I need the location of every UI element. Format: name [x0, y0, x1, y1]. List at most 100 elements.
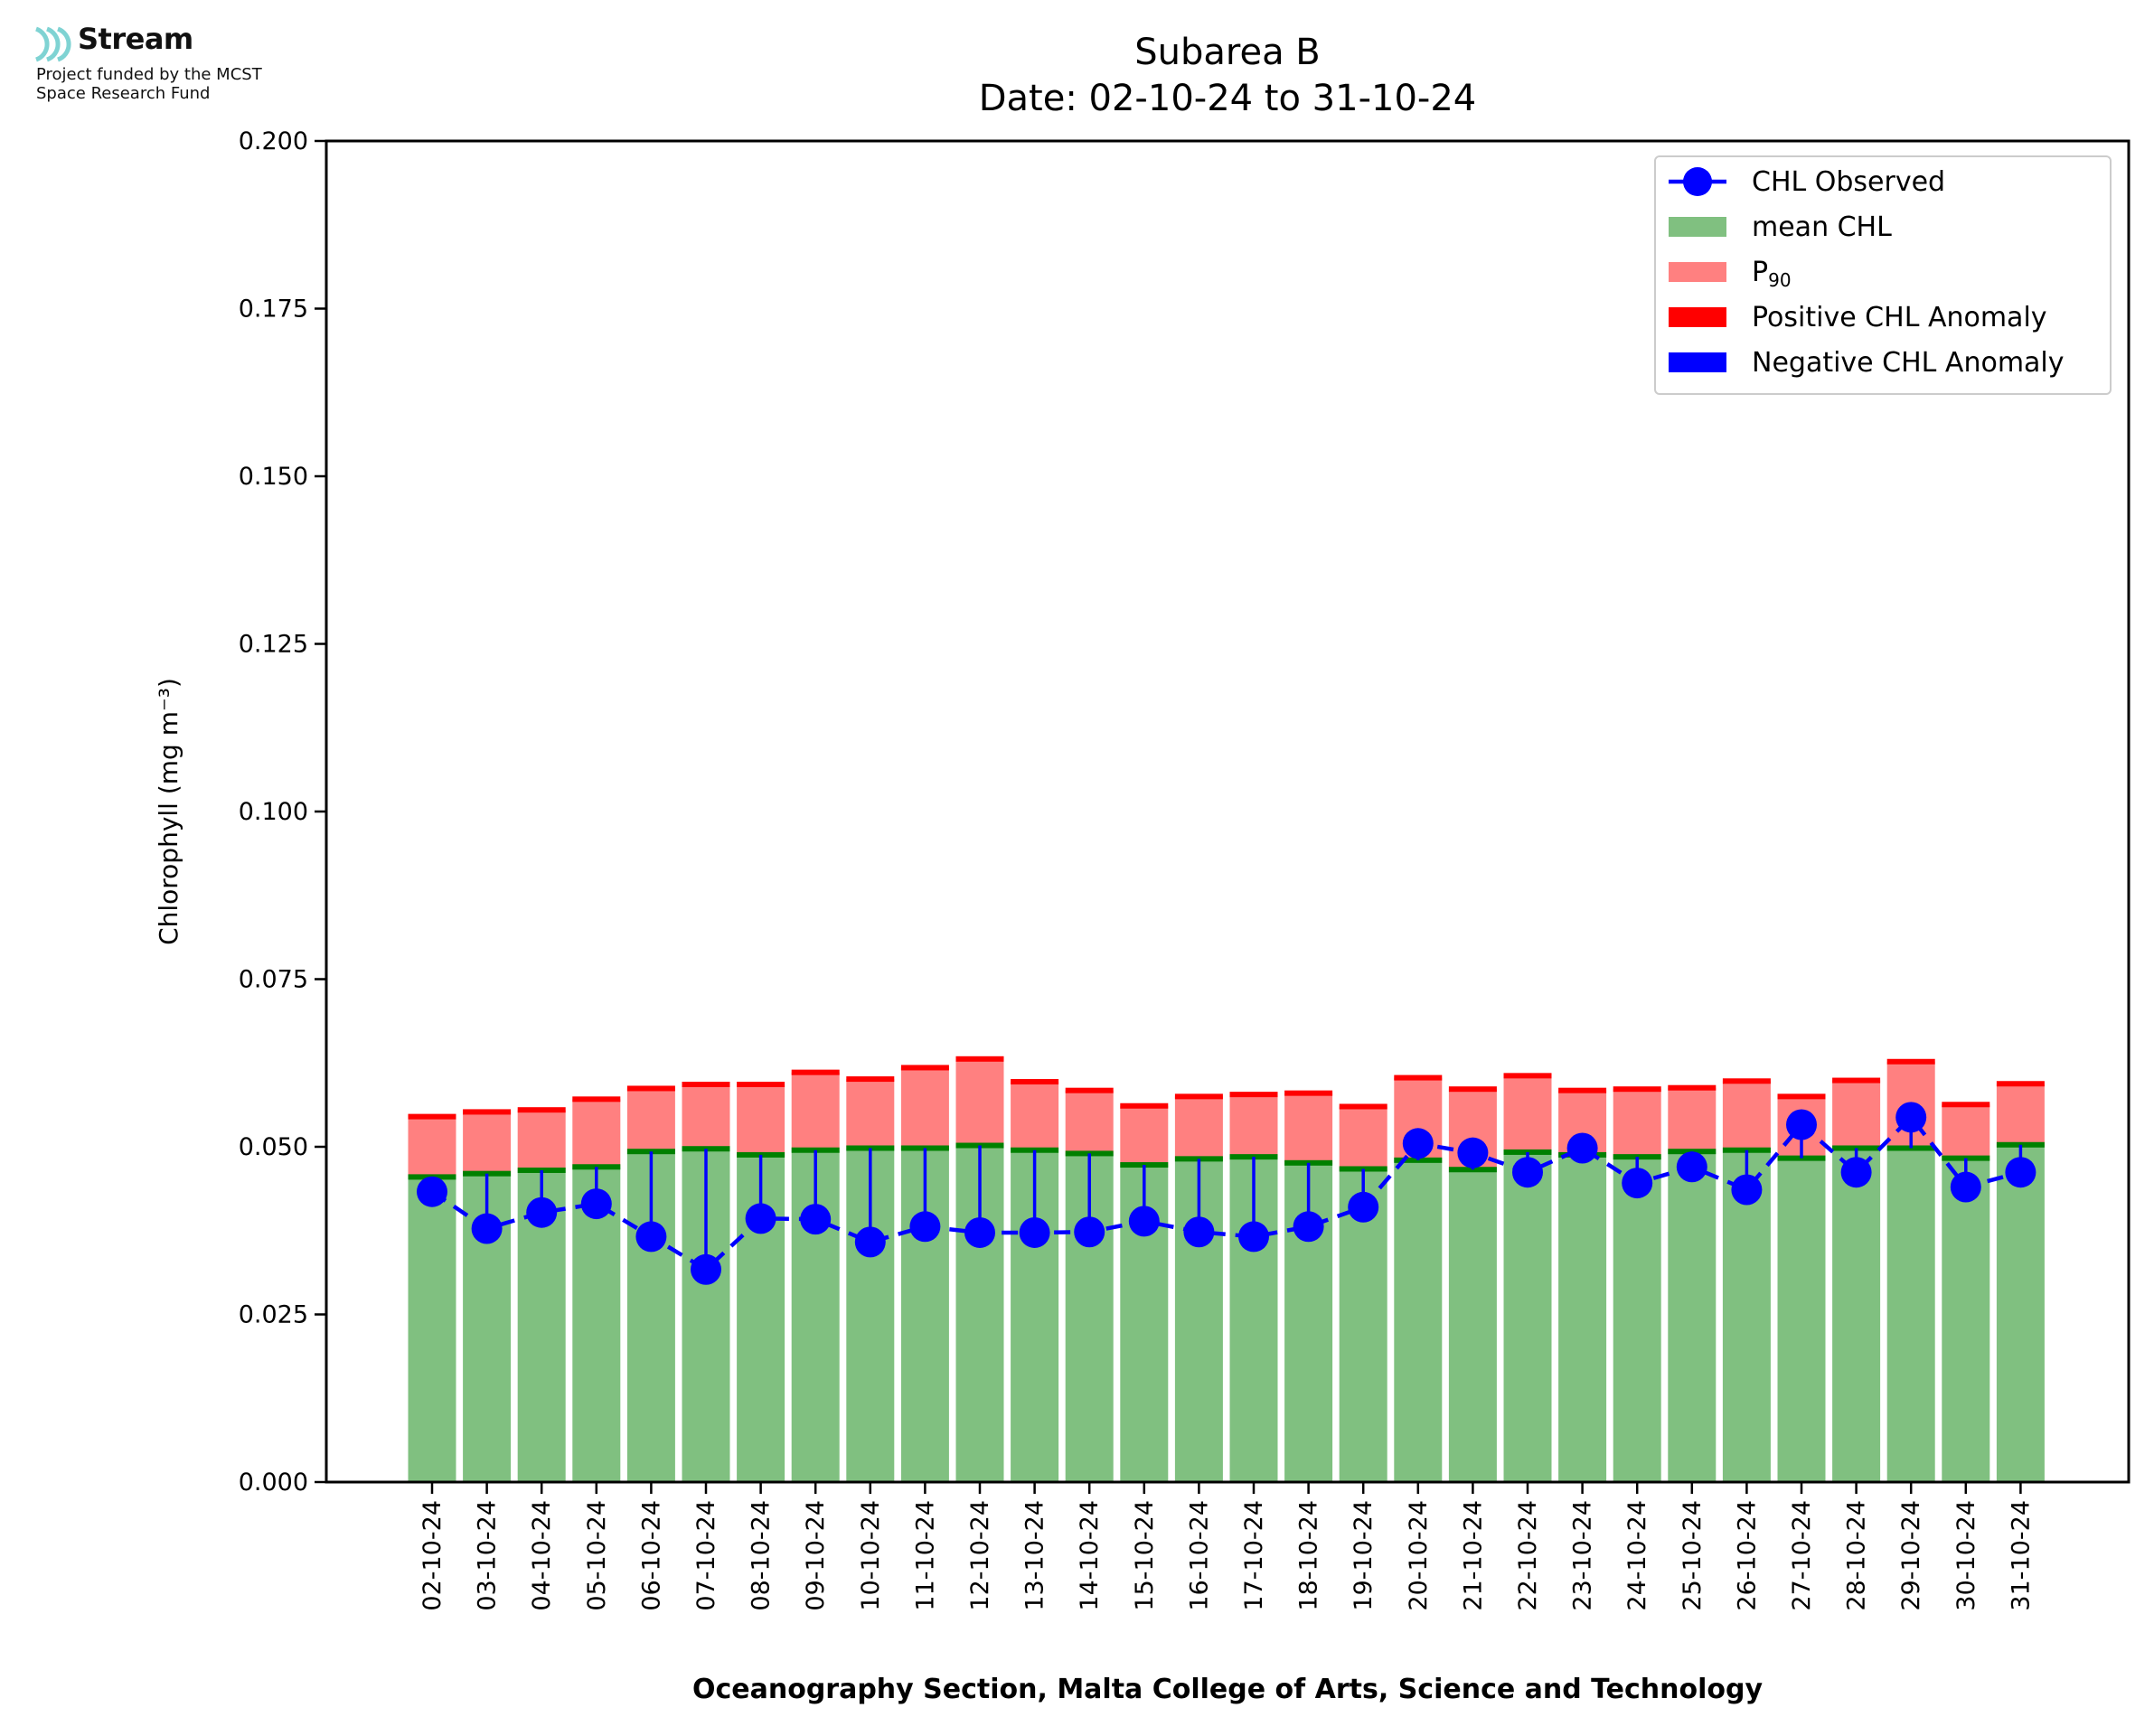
observed-point: [1348, 1191, 1379, 1223]
observed-point: [691, 1253, 721, 1285]
p90-cap: [1613, 1086, 1661, 1093]
x-tick-label: 24-10-24: [1623, 1500, 1651, 1611]
observed-point: [1402, 1128, 1434, 1159]
p90-cap: [1011, 1079, 1059, 1085]
p90-bar: [1011, 1082, 1059, 1150]
observed-point: [964, 1216, 995, 1248]
p90-cap: [682, 1081, 730, 1087]
observed-point: [1238, 1221, 1269, 1253]
x-tick-label: 26-10-24: [1733, 1500, 1761, 1611]
logo-subtitle-line1: Project funded by the MCST: [36, 65, 262, 84]
p90-bar: [1120, 1105, 1169, 1166]
y-tick-label: 0.000: [239, 1469, 308, 1497]
legend-label: Negative CHL Anomaly: [1752, 347, 2065, 379]
observed-point: [2005, 1157, 2036, 1188]
observed-point: [909, 1211, 941, 1243]
p90-cap: [1942, 1102, 1990, 1108]
x-tick-label: 20-10-24: [1405, 1500, 1433, 1611]
p90-cap: [1120, 1103, 1169, 1109]
observed-point: [1895, 1102, 1927, 1133]
observed-point: [580, 1188, 612, 1220]
p90-bar: [1174, 1096, 1223, 1159]
p90-bar: [1668, 1087, 1717, 1152]
observed-point: [1293, 1211, 1324, 1243]
legend-patch: [1669, 307, 1726, 327]
x-tick-label: 05-10-24: [583, 1500, 611, 1611]
p90-cap: [1229, 1092, 1278, 1098]
p90-cap: [517, 1107, 566, 1113]
x-tick-label: 02-10-24: [419, 1500, 447, 1611]
x-tick-label: 03-10-24: [474, 1500, 502, 1611]
observed-point: [745, 1203, 776, 1234]
p90-bar: [1065, 1090, 1114, 1154]
p90-bar: [1832, 1080, 1881, 1149]
observed-point: [1950, 1171, 1981, 1203]
x-tick-label: 29-10-24: [1897, 1500, 1925, 1611]
mean-chl-bar: [408, 1177, 456, 1482]
y-tick-label: 0.125: [239, 631, 308, 659]
x-tick-label: 11-10-24: [911, 1500, 939, 1611]
observed-point: [1183, 1216, 1215, 1248]
observed-point: [1457, 1137, 1489, 1168]
p90-cap: [626, 1085, 675, 1092]
x-tick-label: 21-10-24: [1459, 1500, 1487, 1611]
p90-cap: [572, 1096, 621, 1103]
p90-cap: [1996, 1081, 2045, 1087]
logo-subtitle: Project funded by the MCST Space Researc…: [36, 65, 262, 103]
observed-point: [1019, 1216, 1050, 1248]
p90-cap: [1448, 1086, 1497, 1093]
observed-point: [1566, 1132, 1598, 1164]
y-tick-label: 0.050: [239, 1133, 308, 1161]
mean-chl-bar: [1886, 1148, 1935, 1482]
p90-cap: [1174, 1093, 1223, 1100]
p90-bar: [408, 1116, 456, 1178]
p90-cap: [463, 1109, 512, 1115]
observed-point: [417, 1176, 447, 1207]
x-axis: 02-10-24 03-10-24 04-10-24 05-10-24 06-10-24…: [419, 1482, 2035, 1611]
p90-bar: [572, 1099, 621, 1168]
p90-cap: [1777, 1093, 1826, 1100]
mean-chl-bar: [1558, 1154, 1607, 1482]
x-tick-label: 18-10-24: [1295, 1500, 1323, 1611]
p90-cap: [1558, 1087, 1607, 1093]
observed-point: [800, 1204, 832, 1235]
observed-point: [1512, 1157, 1543, 1188]
x-tick-label: 08-10-24: [748, 1500, 776, 1611]
p90-cap: [408, 1113, 456, 1120]
x-tick-label: 10-10-24: [857, 1500, 885, 1611]
mean-chl-bar: [1996, 1144, 2045, 1482]
p90-cap: [955, 1056, 1004, 1062]
p90-bar: [737, 1084, 785, 1155]
p90-cap: [791, 1069, 840, 1075]
mean-chl-bar: [1448, 1169, 1497, 1482]
x-tick-label: 27-10-24: [1788, 1500, 1816, 1611]
p90-bar: [1229, 1094, 1278, 1158]
observed-point: [635, 1221, 667, 1253]
x-tick-label: 16-10-24: [1185, 1500, 1213, 1611]
p90-bar: [1339, 1106, 1387, 1169]
p90-bar: [1996, 1084, 2045, 1145]
p90-bar: [900, 1067, 949, 1149]
logo-name: Stream: [78, 22, 193, 56]
p90-cap: [1886, 1058, 1935, 1065]
observed-point: [1786, 1109, 1817, 1140]
p90-cap: [1668, 1084, 1717, 1091]
legend-label: Positive CHL Anomaly: [1752, 302, 2047, 333]
p90-cap: [1832, 1077, 1881, 1084]
observed-point: [854, 1226, 886, 1258]
p90-bar: [1284, 1093, 1333, 1163]
p90-bar: [1503, 1075, 1552, 1152]
x-tick-label: 15-10-24: [1131, 1500, 1159, 1611]
observed-point: [471, 1213, 503, 1244]
p90-cap: [1394, 1074, 1443, 1081]
observed-point: [526, 1196, 558, 1228]
observed-point: [1731, 1174, 1763, 1206]
p90-cap: [1503, 1073, 1552, 1079]
legend-label: CHL Observed: [1752, 166, 1945, 198]
stream-logo-icon: [34, 26, 71, 62]
p90-cap: [1339, 1103, 1387, 1110]
observed-point: [1622, 1168, 1653, 1199]
p90-cap: [846, 1076, 895, 1083]
p90-cap: [900, 1065, 949, 1071]
legend-label-subscript: 90: [1768, 269, 1791, 291]
